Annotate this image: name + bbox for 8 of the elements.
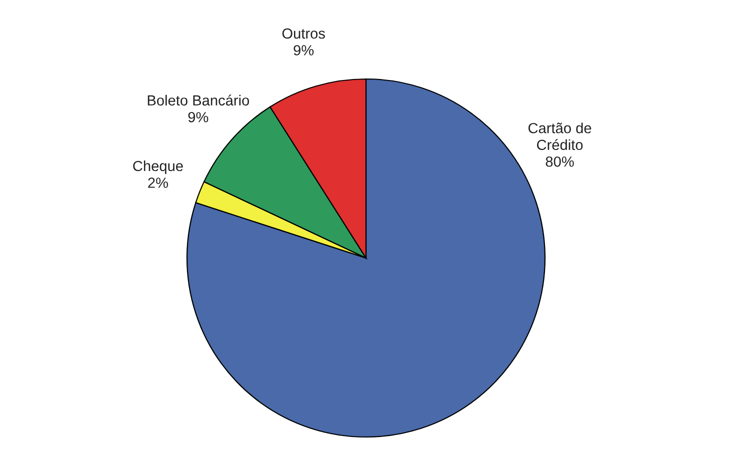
slice-label: Outros [282, 28, 325, 39]
slice-label: Boleto Bancário [148, 94, 250, 106]
data-label: 80% [546, 156, 574, 167]
data-label: 9% [294, 45, 314, 56]
slice-label: Cartão de Crédito [528, 122, 592, 150]
data-label: 2% [148, 178, 168, 188]
slice-label: Cheque [133, 160, 183, 174]
data-label: 9% [188, 112, 208, 122]
